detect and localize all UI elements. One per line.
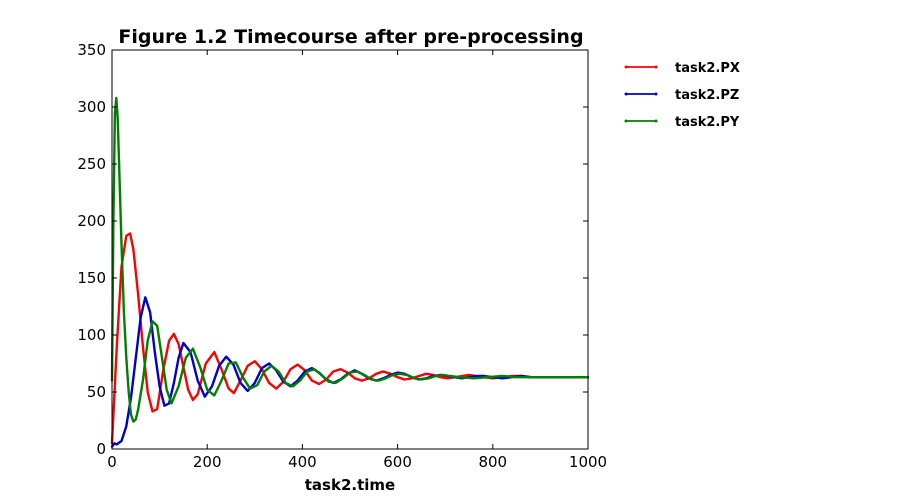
series-line-task2-py (110, 96, 590, 423)
legend-label: task2.PX (675, 61, 740, 76)
y-tick-label: 350 (77, 41, 106, 59)
series-layer (110, 96, 590, 448)
x-tick-label: 200 (193, 453, 222, 471)
legend-marker (624, 119, 628, 123)
legend-marker (654, 65, 658, 69)
y-tick-label: 150 (77, 269, 106, 287)
x-tick-label: 1000 (569, 453, 607, 471)
legend-label: task2.PZ (675, 88, 739, 103)
legend-marker (624, 65, 628, 69)
legend-entry: task2.PX (624, 61, 740, 76)
legend-marker (654, 119, 658, 123)
legend-marker (624, 92, 628, 96)
y-tick-label: 100 (77, 326, 106, 344)
legend-marker (654, 92, 658, 96)
x-tick-label: 800 (478, 453, 507, 471)
plot-area-frame (111, 49, 589, 450)
y-axis: 0 50 100 150 200 250 300 350 (77, 41, 588, 458)
legend: task2.PX task2.PZ task2.PY (624, 61, 740, 130)
y-tick-label: 250 (77, 155, 106, 173)
x-tick-label: 600 (383, 453, 412, 471)
y-tick-label: 0 (96, 440, 106, 458)
x-tick-label: 400 (288, 453, 317, 471)
series-line-task2-px (110, 232, 590, 445)
chart-title: Figure 1.2 Timecourse after pre-processi… (118, 26, 583, 48)
legend-entry: task2.PZ (624, 88, 739, 103)
legend-label: task2.PY (675, 115, 740, 130)
legend-entry: task2.PY (624, 115, 740, 130)
y-tick-label: 200 (77, 212, 106, 230)
y-tick-label: 50 (87, 383, 106, 401)
x-axis: 0 200 400 600 800 1000 (107, 50, 607, 471)
x-axis-label: task2.time (305, 476, 395, 494)
x-tick-label: 0 (107, 453, 117, 471)
y-tick-label: 300 (77, 98, 106, 116)
chart-title-layer: Figure 1.2 Timecourse after pre-processi… (118, 26, 583, 48)
